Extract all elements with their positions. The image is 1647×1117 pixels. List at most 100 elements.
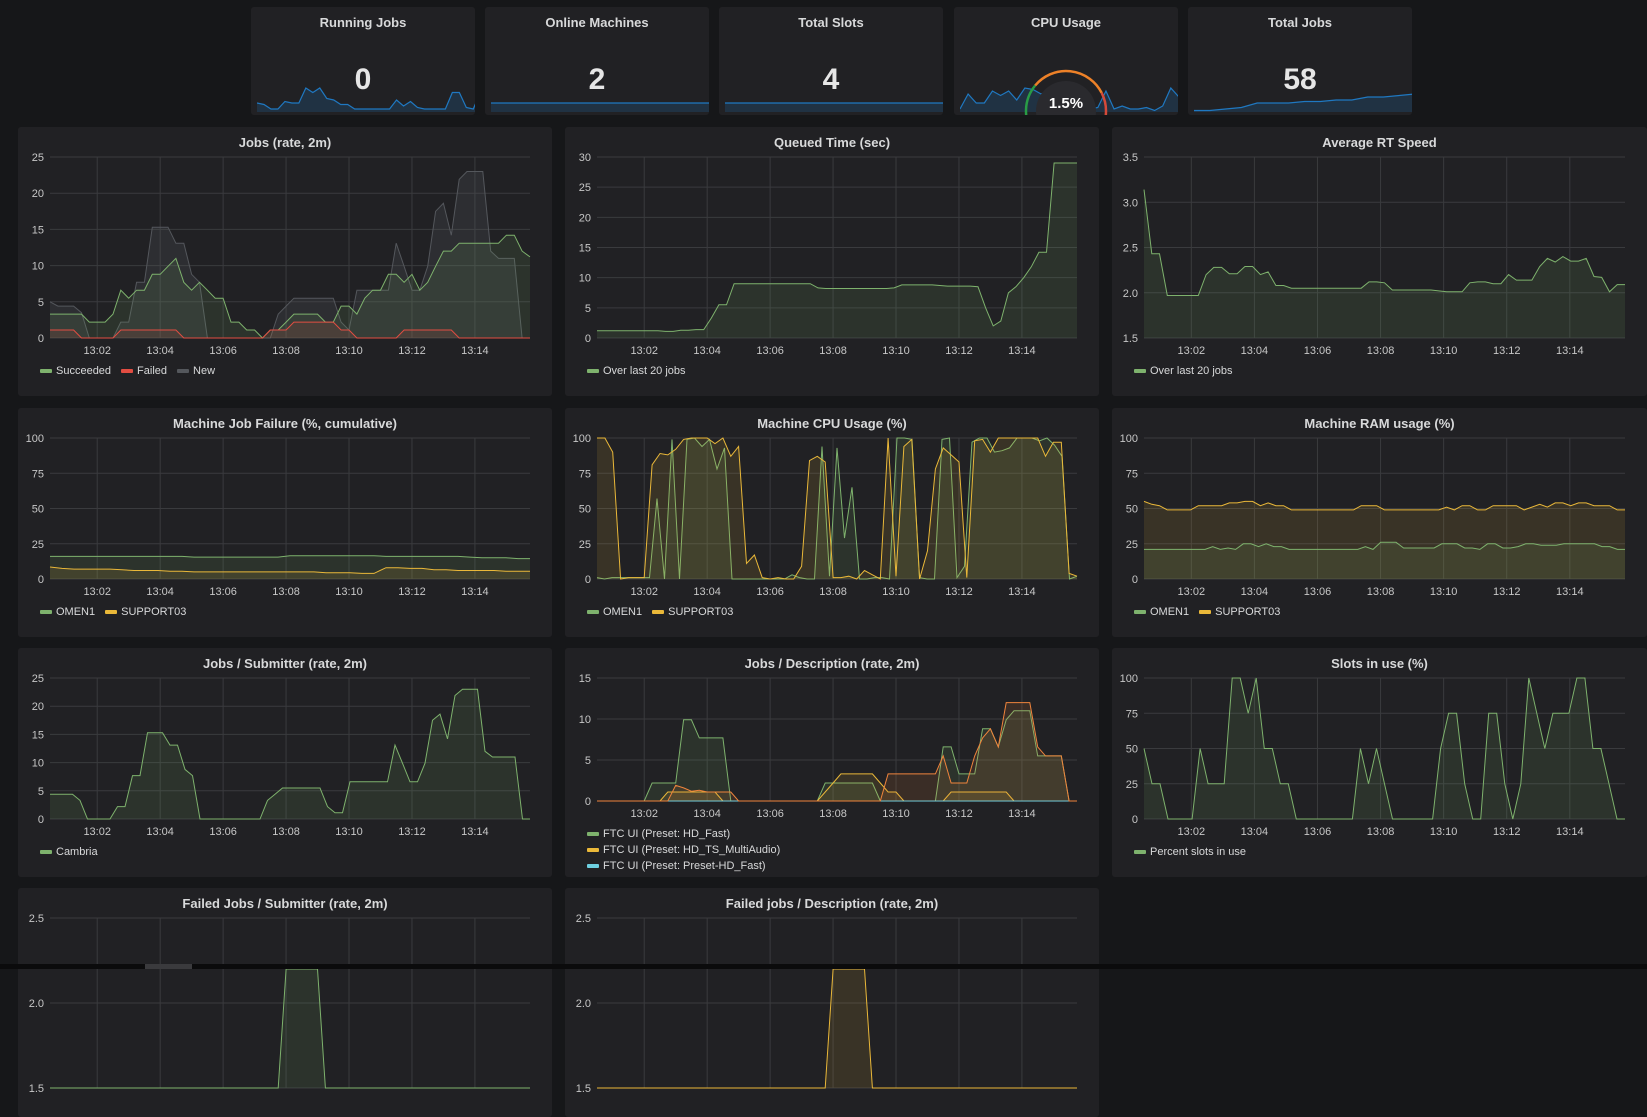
chart-legend: Over last 20 jobs xyxy=(587,365,686,377)
x-tick-label: 13:10 xyxy=(882,345,910,357)
x-tick-label: 13:04 xyxy=(146,345,174,357)
legend-label: Over last 20 jobs xyxy=(1150,365,1233,377)
series-area xyxy=(50,235,530,338)
chart-svg: 1.5 2.0 2.5 xyxy=(29,913,530,1095)
series-area xyxy=(597,710,1077,801)
x-tick-label: 13:04 xyxy=(693,345,721,357)
legend-label: SUPPORT03 xyxy=(121,606,187,618)
legend-label: FTC UI (Preset: HD_Fast) xyxy=(603,828,731,840)
y-tick-label: 75 xyxy=(579,468,591,480)
legend-item[interactable]: Percent slots in use xyxy=(1134,846,1246,858)
legend-item[interactable]: SUPPORT03 xyxy=(1199,606,1280,618)
y-tick-label: 50 xyxy=(579,504,591,516)
legend-item[interactable]: New xyxy=(177,365,215,377)
y-tick-label: 2.5 xyxy=(29,913,44,925)
panel-title: Jobs / Submitter (rate, 2m) xyxy=(203,656,367,671)
x-tick-label: 13:12 xyxy=(945,586,973,598)
y-tick-label: 1.5 xyxy=(29,1083,44,1095)
series-line[interactable] xyxy=(1143,500,1625,511)
legend-item[interactable]: FTC UI (Preset: Preset-HD_Fast) xyxy=(587,860,766,872)
series-line[interactable] xyxy=(49,171,530,339)
series-line[interactable] xyxy=(596,437,1078,580)
legend-label: OMEN1 xyxy=(603,606,643,618)
series-area xyxy=(597,969,1077,1088)
legend-swatch-icon xyxy=(1134,850,1146,854)
series-area xyxy=(1144,542,1625,579)
series-line[interactable] xyxy=(597,702,1077,802)
chart-legend: OMEN1 SUPPORT03 xyxy=(587,606,733,618)
series-line[interactable] xyxy=(597,773,1077,802)
graph-panel-machine-ram-usage[interactable]: Machine RAM usage (%) 0 25 50 75 100 13:02 13:0… xyxy=(1112,408,1647,637)
x-tick-label: 13:06 xyxy=(756,808,784,820)
series-area xyxy=(597,702,1077,801)
graph-panel-machine-cpu-usage[interactable]: Machine CPU Usage (%) 0 25 50 75 100 13:02 13:0… xyxy=(565,408,1099,637)
series-line[interactable] xyxy=(50,321,530,339)
legend-item[interactable]: OMEN1 xyxy=(1134,606,1189,618)
series-line[interactable] xyxy=(49,566,530,574)
panel-title: Queued Time (sec) xyxy=(773,135,891,150)
stat-panel-online-machines[interactable]: Online Machines 2 xyxy=(485,7,709,115)
y-tick-label: 25 xyxy=(579,539,591,551)
series-line[interactable] xyxy=(50,555,530,560)
panel-title: Machine Job Failure (%, cumulative) xyxy=(173,416,397,431)
stat-panel-total-jobs[interactable]: Total Jobs 58 xyxy=(1188,7,1412,115)
x-tick-label: 13:06 xyxy=(1304,586,1332,598)
stat-value: 0 xyxy=(354,63,372,96)
x-tick-label: 13:12 xyxy=(398,826,426,838)
gauge-background xyxy=(1036,81,1096,115)
legend-item[interactable]: Cambria xyxy=(40,846,98,858)
legend-item[interactable]: Failed xyxy=(121,365,167,377)
graph-panel-queued-time[interactable]: Queued Time (sec) 0 5 10 15 20 25 30 13:02 13:04 1… xyxy=(565,127,1099,396)
legend-item[interactable]: FTC UI (Preset: SD_Fast) xyxy=(587,876,730,877)
sparkline-area xyxy=(1194,94,1412,112)
y-tick-label: 25 xyxy=(1126,539,1138,551)
graph-panel-average-rt-speed[interactable]: Average RT Speed 1.5 2.0 2.5 3.0 3.5 13:02 13:0… xyxy=(1112,127,1647,396)
series-area xyxy=(50,969,530,1088)
series-line[interactable] xyxy=(50,234,531,339)
y-tick-label: 15 xyxy=(579,243,591,255)
series-line[interactable] xyxy=(1143,189,1625,296)
graph-panel-failed-jobs-per-submitter[interactable]: Failed Jobs / Submitter (rate, 2m) 1.5 2.0… xyxy=(18,888,552,1117)
graph-panel-machine-job-failure[interactable]: Machine Job Failure (%, cumulative) 0 25 50… xyxy=(18,408,552,637)
legend-item[interactable]: Succeeded xyxy=(40,365,111,377)
graph-panel-jobs-per-submitter[interactable]: Jobs / Submitter (rate, 2m) 0 5 10 15 20 25 13:… xyxy=(18,648,552,877)
legend-item[interactable]: SUPPORT03 xyxy=(652,606,733,618)
stat-panel-total-slots[interactable]: Total Slots 4 xyxy=(719,7,943,115)
legend-item[interactable]: OMEN1 xyxy=(587,606,642,618)
legend-item[interactable]: FTC UI (Preset: HD_TS_MultiAudio) xyxy=(587,844,780,856)
y-tick-label: 15 xyxy=(32,224,44,236)
series-line[interactable] xyxy=(597,162,1077,332)
legend-item[interactable]: Over last 20 jobs xyxy=(1134,365,1233,377)
chart-legend: OMEN1 SUPPORT03 xyxy=(1134,606,1280,618)
y-tick-label: 10 xyxy=(579,714,591,726)
horizontal-scrollbar[interactable] xyxy=(0,964,1647,969)
legend-item[interactable]: Over last 20 jobs xyxy=(587,365,686,377)
stat-panel-cpu-usage[interactable]: CPU Usage 1.5% xyxy=(954,7,1178,115)
legend-item[interactable]: OMEN1 xyxy=(40,606,95,618)
graph-panel-slots-in-use[interactable]: Slots in use (%) 0 25 50 75 100 13:02 13:04 13:0… xyxy=(1112,648,1647,877)
stat-panel-running-jobs[interactable]: Running Jobs 0 xyxy=(251,7,475,115)
legend-swatch-icon xyxy=(587,610,599,614)
x-tick-label: 13:08 xyxy=(1367,586,1395,598)
gauge-threshold-orange xyxy=(1034,69,1103,94)
graph-panel-failed-jobs-per-description[interactable]: Failed jobs / Description (rate, 2m) 1.5 2… xyxy=(565,888,1099,1117)
y-tick-label: 2.0 xyxy=(29,998,44,1010)
series-line[interactable] xyxy=(1143,677,1625,820)
scrollbar-thumb[interactable] xyxy=(145,964,192,969)
panel-title: Online Machines xyxy=(545,15,649,30)
x-tick-label: 13:04 xyxy=(1241,826,1269,838)
series-line[interactable] xyxy=(597,437,1078,580)
series-line[interactable] xyxy=(50,688,530,820)
graph-panel-jobs-per-description[interactable]: Jobs / Description (rate, 2m) 0 5 10 15 13:02… xyxy=(565,648,1099,877)
x-tick-label: 13:10 xyxy=(882,586,910,598)
sparkline xyxy=(1194,93,1412,112)
y-tick-label: 2.0 xyxy=(576,998,591,1010)
panel-title: Machine CPU Usage (%) xyxy=(757,416,907,431)
graph-panel-jobs-rate[interactable]: Jobs (rate, 2m) 0 5 10 15 20 25 13:02 13:04 13:06… xyxy=(18,127,552,396)
series-line[interactable] xyxy=(1144,541,1625,550)
legend-swatch-icon xyxy=(177,369,190,373)
panel-title: Machine RAM usage (%) xyxy=(1304,416,1455,431)
legend-item[interactable]: FTC UI (Preset: HD_Fast) xyxy=(587,828,730,840)
x-tick-label: 13:08 xyxy=(819,345,847,357)
legend-item[interactable]: SUPPORT03 xyxy=(105,606,186,618)
